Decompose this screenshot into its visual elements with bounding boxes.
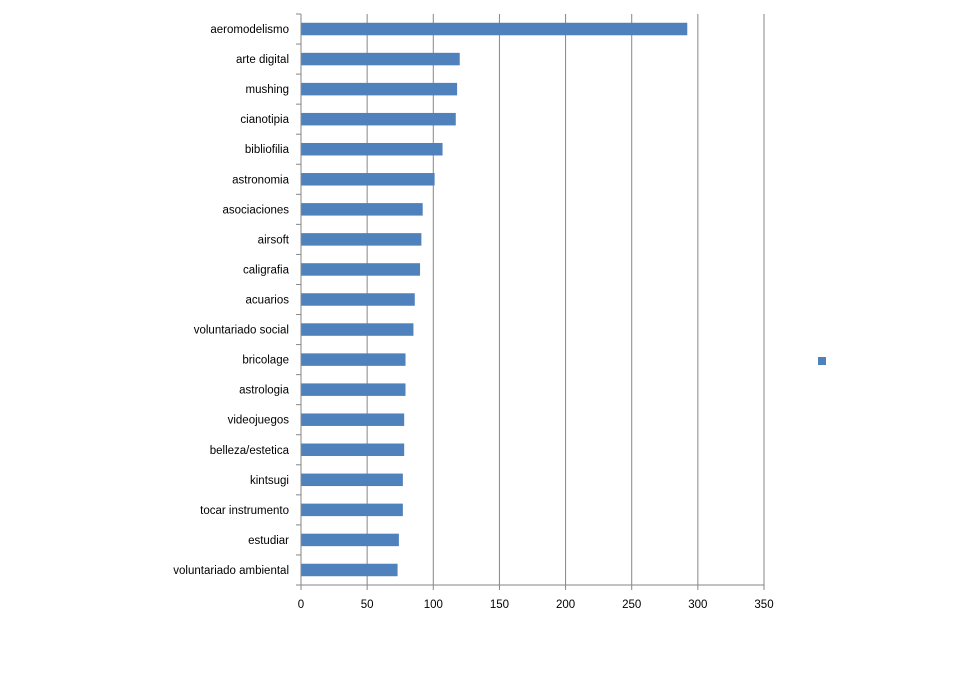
category-label: aeromodelismo xyxy=(210,24,289,36)
x-tick-label: 350 xyxy=(754,599,773,611)
bar xyxy=(301,323,414,336)
x-tick-label: 0 xyxy=(298,599,304,611)
bar xyxy=(301,142,443,156)
category-label: caligrafia xyxy=(243,264,290,276)
bar xyxy=(301,353,406,366)
category-label: arte digital xyxy=(236,54,289,66)
bar xyxy=(301,22,688,36)
bar xyxy=(301,52,460,66)
bar xyxy=(301,293,415,306)
category-label: cianotipia xyxy=(240,114,289,126)
bar xyxy=(301,233,422,246)
bar xyxy=(301,503,403,517)
category-label: asociaciones xyxy=(223,204,290,216)
bar xyxy=(301,112,456,126)
bars xyxy=(301,22,688,577)
x-tick-label: 150 xyxy=(490,599,509,611)
bar xyxy=(301,533,399,547)
category-label: estudiar xyxy=(248,535,289,547)
bar xyxy=(301,203,423,216)
category-label: kintsugi xyxy=(250,475,289,487)
legend-swatch xyxy=(818,357,826,365)
category-labels: aeromodelismo arte digital mushing cianotip… xyxy=(173,24,290,577)
category-label: mushing xyxy=(246,84,289,96)
axes xyxy=(296,13,765,590)
category-label: belleza/estetica xyxy=(210,445,290,457)
x-tick-labels: 0 50 100 150 200 250 300 350 xyxy=(298,599,774,611)
category-label: airsoft xyxy=(258,234,290,246)
category-label: videojuegos xyxy=(228,415,290,427)
x-tick-label: 50 xyxy=(361,599,374,611)
legend xyxy=(818,357,826,365)
bar xyxy=(301,473,403,487)
bar xyxy=(301,383,406,396)
category-label: tocar instrumento xyxy=(200,505,289,517)
category-label: astronomia xyxy=(232,174,289,186)
category-label: voluntariado ambiental xyxy=(173,565,289,577)
bar xyxy=(301,82,458,96)
gridlines xyxy=(366,14,765,585)
bar xyxy=(301,563,398,577)
x-tick-label: 100 xyxy=(424,599,443,611)
category-label: acuarios xyxy=(246,295,290,307)
bar xyxy=(301,443,405,457)
x-tick-label: 200 xyxy=(556,599,575,611)
category-label: bibliofilia xyxy=(245,144,290,156)
x-tick-label: 300 xyxy=(688,599,707,611)
bar xyxy=(301,263,421,276)
x-tick-label: 250 xyxy=(622,599,641,611)
category-label: bricolage xyxy=(242,355,289,367)
bar xyxy=(301,173,435,186)
category-label: astrologia xyxy=(239,385,289,397)
category-label: voluntariado social xyxy=(194,325,289,337)
bar xyxy=(301,413,405,426)
